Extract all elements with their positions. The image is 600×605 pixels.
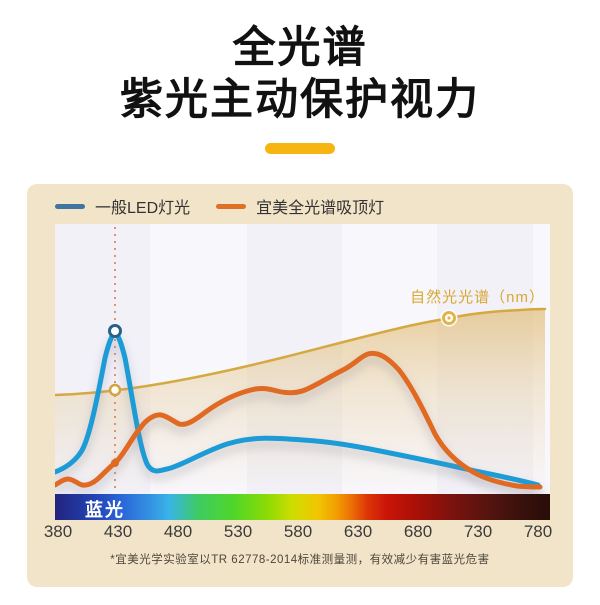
- legend-swatch-led-icon: [55, 203, 85, 209]
- marker-natural-700: [440, 309, 458, 327]
- x-axis: 380 430 480 530 580 630 680 730 780: [44, 522, 553, 544]
- x-tick-480: 480: [163, 522, 193, 541]
- fullspectrum-curve: [55, 350, 543, 490]
- legend-item-fullspectrum: 宜美全光谱吸顶灯: [216, 194, 384, 218]
- x-tick-580: 580: [283, 522, 313, 541]
- x-tick-630: 630: [343, 522, 373, 541]
- x-tick-430: 430: [103, 522, 133, 541]
- marker-led-peak: [108, 324, 122, 338]
- title-block: 全光谱 紫光主动保护视力: [0, 0, 600, 154]
- natural-light-curve: [55, 307, 547, 397]
- title-divider-bar: [265, 143, 335, 154]
- marker-natural-430: [108, 383, 122, 397]
- wavelength-color-bar: 蓝光: [55, 494, 550, 520]
- x-tick-380: 380: [43, 522, 73, 541]
- page-title-line-2: 紫光主动保护视力: [120, 76, 480, 124]
- spectrum-plot: 自然光光谱（nm）: [55, 224, 550, 494]
- blue-light-label: 蓝光: [85, 500, 125, 520]
- legend-label-fullspectrum: 宜美全光谱吸顶灯: [256, 200, 385, 217]
- spectrum-plot-svg: [55, 224, 550, 494]
- footnote: *宜美光学实验室以TR 62778-2014标准测量测，有效减少有害蓝光危害: [110, 554, 490, 566]
- x-tick-780: 780: [523, 522, 553, 541]
- chart-card: 一般LED灯光 宜美全光谱吸顶灯: [27, 184, 573, 587]
- x-tick-530: 530: [223, 522, 253, 541]
- legend-label-led: 一般LED灯光: [95, 200, 191, 217]
- natural-light-area: [55, 309, 545, 494]
- led-curve: [55, 331, 541, 488]
- legend-item-led: 一般LED灯光: [55, 194, 190, 218]
- marker-fullspectrum-430: [111, 459, 119, 467]
- x-tick-680: 680: [403, 522, 433, 541]
- x-tick-730: 730: [463, 522, 493, 541]
- natural-light-label: 自然光光谱（nm）: [410, 289, 545, 306]
- page-title-line-1: 全光谱: [232, 24, 368, 72]
- legend-swatch-fullspectrum-icon: [216, 203, 247, 209]
- legend: 一般LED灯光 宜美全光谱吸顶灯: [55, 194, 384, 218]
